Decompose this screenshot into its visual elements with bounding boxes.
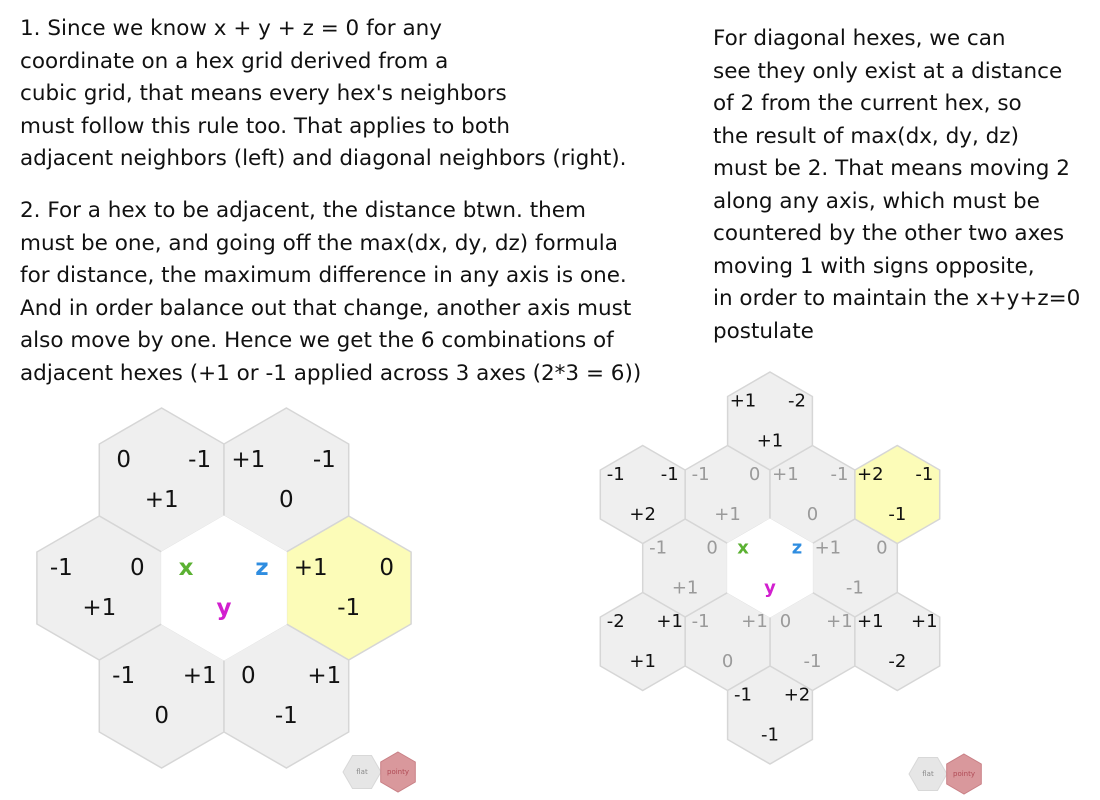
hex-shape xyxy=(726,371,814,471)
hex-shape xyxy=(854,444,941,545)
hex-center: x zy xyxy=(727,518,813,618)
coord-z: +1 xyxy=(911,611,938,632)
flat-hex-shape xyxy=(342,755,382,789)
coord-y: -1 xyxy=(761,725,779,746)
coord-y: +1 xyxy=(714,504,741,525)
paragraph-2: 2. For a hex to be adjacent, the distanc… xyxy=(20,198,642,386)
coord-x: -1 xyxy=(649,538,667,559)
coord-z: -1 xyxy=(188,447,211,473)
axis-x-label: x xyxy=(737,538,749,559)
coord-y: +1 xyxy=(757,431,784,452)
coord-z: +1 xyxy=(307,663,341,689)
coord-x: -1 xyxy=(50,555,73,581)
hex-shape xyxy=(161,515,287,661)
pointy-button[interactable]: pointy xyxy=(380,751,416,793)
coord-z: +1 xyxy=(183,663,217,689)
coord-z: -2 xyxy=(788,391,806,412)
axis-x-label: x xyxy=(179,555,194,581)
coord-y: +1 xyxy=(82,595,116,621)
coord-y: 0 xyxy=(722,651,733,672)
coord-x: -1 xyxy=(607,464,625,485)
flat-button[interactable]: flat xyxy=(342,755,382,789)
hex-diag-top: +1 -2+1 xyxy=(726,371,814,471)
diagonal-hex-diagram: -1 0+1+1 -10+1 0-10 +1-1-1 +10-1 0+1+1 -2+1+2 -1… xyxy=(599,371,982,795)
coord-y: -1 xyxy=(888,504,906,525)
coord-z: 0 xyxy=(749,464,760,485)
coord-y: -1 xyxy=(337,595,360,621)
coord-y: +1 xyxy=(145,487,179,513)
coord-z: 0 xyxy=(130,555,145,581)
coord-z: 0 xyxy=(379,555,394,581)
axis-z-label: z xyxy=(792,538,802,559)
coord-x: +1 xyxy=(772,464,799,485)
coord-x: +1 xyxy=(857,611,884,632)
hex-shape xyxy=(854,591,941,692)
coord-x: -1 xyxy=(692,611,710,632)
coord-z: +1 xyxy=(826,611,853,632)
paragraph-1: 1. Since we know x + y + z = 0 for any c… xyxy=(20,16,627,171)
coord-y: +1 xyxy=(672,578,699,599)
coord-z: +1 xyxy=(656,611,683,632)
coord-x: -2 xyxy=(607,611,625,632)
pointy-hex-shape xyxy=(380,751,416,793)
coord-z: -1 xyxy=(830,464,848,485)
coord-y: -2 xyxy=(888,651,906,672)
axis-z-label: z xyxy=(255,555,268,581)
hex-shape xyxy=(726,665,814,765)
coord-z: -1 xyxy=(915,464,933,485)
axis-y-label: y xyxy=(764,578,776,599)
coord-z: 0 xyxy=(876,538,887,559)
pointy-button-label: pointy xyxy=(953,770,975,778)
coord-x: 0 xyxy=(241,663,256,689)
hex-diag-top-right: +2 -1-1 xyxy=(854,444,941,545)
hex-shape xyxy=(727,518,813,618)
hex-diag-bottom-left: -2 +1+1 xyxy=(599,591,686,692)
flat-hex-shape xyxy=(908,757,948,791)
coord-x: +1 xyxy=(231,447,265,473)
paragraph-3: For diagonal hexes, we can see they only… xyxy=(713,26,1081,344)
coord-y: 0 xyxy=(807,504,818,525)
axis-y-label: y xyxy=(217,595,232,621)
flat-button[interactable]: flat xyxy=(908,757,948,791)
coord-x: +2 xyxy=(857,464,884,485)
coord-x: -1 xyxy=(692,464,710,485)
coord-x: +1 xyxy=(294,555,328,581)
coord-x: +1 xyxy=(730,391,757,412)
pointy-button-label: pointy xyxy=(387,768,409,776)
adjacent-hex-diagram: 0 -1 +1 +1 -1 0 -1 0 +1 +1 0 -1 -1 +1 0 0 +1 -1 x zy flat poi… xyxy=(36,407,416,793)
flat-button-label: flat xyxy=(922,770,934,778)
hex-left: -1 0 +1 xyxy=(36,515,163,661)
coord-x: -1 xyxy=(734,685,752,706)
coord-y: -1 xyxy=(803,651,821,672)
coord-z: -1 xyxy=(313,447,336,473)
coord-z: +2 xyxy=(784,685,811,706)
coord-y: +2 xyxy=(629,504,656,525)
coord-y: -1 xyxy=(846,578,864,599)
coord-y: 0 xyxy=(279,487,294,513)
coord-y: -1 xyxy=(275,703,298,729)
hex-diag-top-left: -1 -1+2 xyxy=(599,444,686,545)
coord-z: 0 xyxy=(706,538,717,559)
coord-z: +1 xyxy=(741,611,768,632)
coord-y: +1 xyxy=(629,651,656,672)
coord-x: -1 xyxy=(112,663,135,689)
hex-diag-bottom: -1 +2-1 xyxy=(726,665,814,765)
hex-top-left: -1 0 +1 xyxy=(684,444,771,545)
hex-bottom-left: -1 +1 0 xyxy=(98,623,225,769)
coord-x: 0 xyxy=(116,447,131,473)
hex-diag-bottom-right: +1 +1-2 xyxy=(854,591,941,692)
flat-button-label: flat xyxy=(356,768,368,776)
coord-y: 0 xyxy=(154,703,169,729)
hex-center: x zy xyxy=(161,515,287,661)
hex-bottom-right: 0 +1 -1 xyxy=(223,623,350,769)
coord-x: +1 xyxy=(815,538,842,559)
coord-x: 0 xyxy=(780,611,791,632)
pointy-hex-shape xyxy=(946,753,982,795)
coord-z: -1 xyxy=(661,464,679,485)
hex-shape xyxy=(599,444,686,545)
hex-shape xyxy=(599,591,686,692)
pointy-button[interactable]: pointy xyxy=(946,753,982,795)
